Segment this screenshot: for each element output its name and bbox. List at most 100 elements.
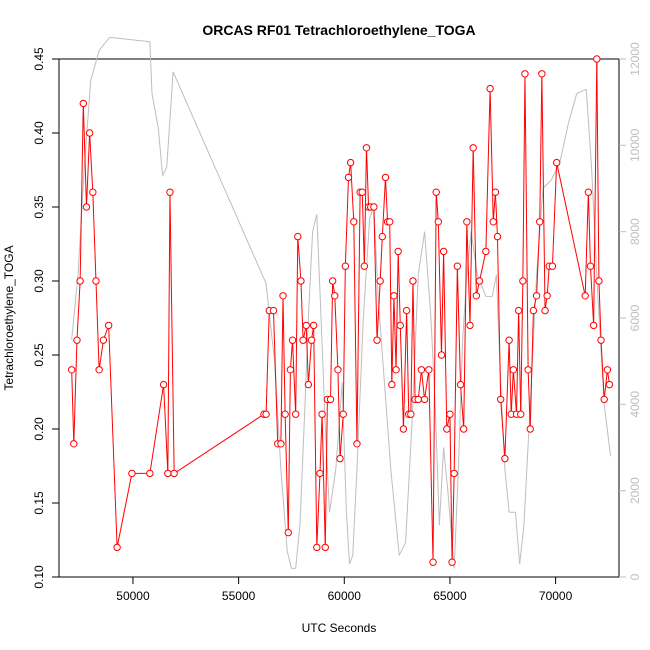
secondary-segment bbox=[514, 512, 521, 565]
secondary-segment bbox=[280, 469, 288, 552]
data-point bbox=[360, 262, 369, 270]
data-point bbox=[496, 395, 505, 404]
primary-segment bbox=[469, 147, 474, 326]
primary-segment bbox=[108, 325, 118, 548]
data-point bbox=[164, 469, 172, 478]
x-tick-label: 60000 bbox=[328, 589, 362, 603]
primary-segment bbox=[173, 413, 265, 474]
primary-segment bbox=[350, 162, 355, 222]
data-point bbox=[521, 70, 529, 78]
data-point bbox=[279, 292, 287, 300]
primary-segment bbox=[600, 340, 605, 400]
primary-segment bbox=[589, 266, 595, 326]
data-point bbox=[326, 395, 335, 404]
secondary-segment bbox=[453, 469, 459, 569]
primary-segment bbox=[169, 192, 175, 474]
primary-segment bbox=[428, 369, 434, 563]
y-axis-label: Tetrachloroethylene_TOGA bbox=[2, 245, 16, 390]
primary-segment bbox=[417, 369, 422, 400]
y-tick-label: 0.15 bbox=[32, 491, 46, 515]
primary-segment bbox=[463, 221, 468, 430]
primary-segment bbox=[297, 236, 302, 282]
y-tick-label: 0.25 bbox=[32, 343, 46, 367]
data-point bbox=[294, 232, 302, 241]
data-point bbox=[425, 366, 433, 374]
data-point bbox=[475, 277, 484, 285]
secondary-segment bbox=[390, 469, 400, 556]
primary-segment bbox=[344, 177, 350, 267]
primary-segment bbox=[98, 340, 104, 370]
primary-segment bbox=[402, 310, 408, 430]
data-point bbox=[394, 247, 402, 256]
primary-segment bbox=[316, 473, 321, 548]
data-point bbox=[388, 380, 396, 389]
primary-segment bbox=[89, 132, 94, 193]
data-point bbox=[595, 277, 603, 285]
primary-segment bbox=[79, 103, 84, 282]
data-point bbox=[89, 188, 97, 196]
secondary-segment bbox=[443, 447, 449, 491]
data-point bbox=[443, 425, 451, 433]
data-point bbox=[453, 262, 462, 270]
data-point bbox=[407, 410, 415, 418]
secondary-segment bbox=[303, 317, 309, 426]
primary-segment bbox=[424, 369, 430, 400]
data-point bbox=[79, 99, 88, 108]
data-point bbox=[593, 55, 601, 63]
primary-segment bbox=[536, 221, 541, 296]
primary-segment bbox=[551, 162, 558, 267]
primary-segment bbox=[510, 369, 514, 415]
data-point bbox=[450, 469, 458, 478]
chart-title: ORCAS RF01 Tetrachloroethylene_TOGA bbox=[202, 22, 475, 38]
primary-segment bbox=[456, 266, 462, 385]
primary-segment bbox=[292, 340, 297, 415]
primary-segment bbox=[593, 58, 598, 326]
primary-segment bbox=[167, 192, 171, 474]
y-axis: 0.10 0.15 0.20 0.25 0.30 0.35 0.40 0.45 bbox=[32, 47, 59, 589]
secondary-segment bbox=[417, 231, 426, 275]
data-point bbox=[417, 366, 426, 374]
data-point bbox=[597, 336, 605, 344]
y2-tick-label: 10000 bbox=[628, 128, 642, 162]
secondary-segment bbox=[504, 469, 510, 513]
primary-segment bbox=[389, 221, 393, 385]
primary-segment bbox=[342, 266, 346, 415]
data-point bbox=[493, 232, 502, 241]
data-point bbox=[350, 218, 358, 226]
primary-segment bbox=[313, 325, 318, 548]
secondary-segment bbox=[172, 71, 267, 284]
primary-segment bbox=[520, 280, 524, 415]
primary-segment bbox=[284, 414, 289, 533]
data-point bbox=[92, 277, 100, 285]
secondary-segment bbox=[377, 296, 385, 383]
data-point bbox=[113, 543, 121, 552]
data-point bbox=[376, 277, 384, 285]
primary-segment bbox=[432, 192, 437, 563]
primary-segment bbox=[460, 384, 465, 430]
primary-segment bbox=[584, 192, 589, 296]
data-point bbox=[584, 188, 593, 196]
data-point bbox=[381, 173, 390, 182]
data-point bbox=[429, 558, 437, 566]
primary-segment bbox=[334, 295, 339, 370]
secondary-segment bbox=[98, 37, 111, 51]
primary-segment bbox=[443, 251, 448, 430]
secondary-segment bbox=[447, 490, 455, 569]
data-point bbox=[437, 351, 446, 359]
secondary-segment bbox=[424, 231, 432, 319]
primary-segment bbox=[71, 369, 75, 444]
data-point bbox=[341, 262, 350, 270]
data-point bbox=[313, 543, 321, 552]
y-tick-label: 0.20 bbox=[32, 417, 46, 441]
secondary-segment bbox=[328, 469, 337, 513]
secondary-segment bbox=[151, 93, 159, 129]
primary-segment bbox=[356, 192, 361, 444]
data-point bbox=[603, 366, 612, 374]
primary-segment bbox=[381, 177, 386, 237]
data-point bbox=[82, 203, 91, 211]
secondary-segment bbox=[349, 555, 354, 565]
data-point bbox=[304, 380, 313, 389]
data-point bbox=[605, 380, 614, 389]
